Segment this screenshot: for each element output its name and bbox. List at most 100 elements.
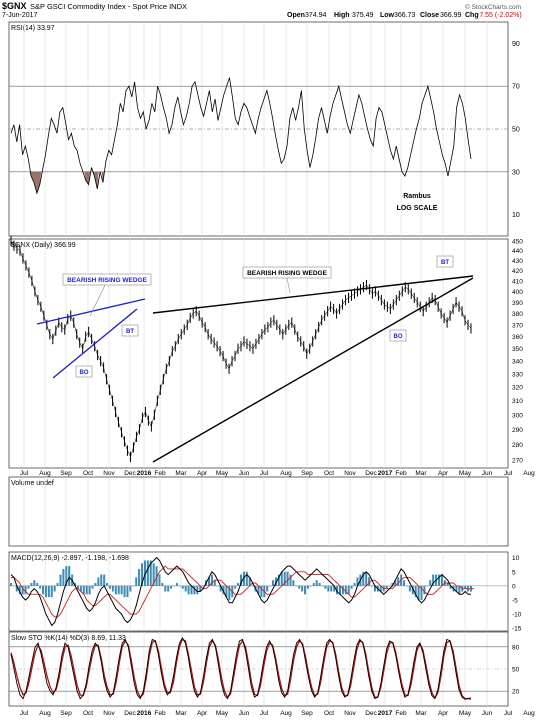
macd-hist-bar-110 — [330, 585, 333, 592]
big-wedge-lower-line — [152, 277, 474, 463]
x-tick-sto-6: 2016 — [137, 710, 152, 717]
macd-hist-bar-147 — [437, 574, 440, 586]
macd-hist-bar-99 — [298, 585, 301, 589]
small-wedge-upper-line — [36, 298, 146, 325]
x-tick-sto-3: Oct — [83, 710, 93, 717]
x-tick-price-2: Sep — [60, 470, 72, 477]
macd-hist-bar-118 — [353, 583, 356, 586]
rsi-oversold-fill-7 — [29, 171, 42, 194]
panel-title-sto: Slow STO %K(14) %D(3) 8.69, 11.33 — [11, 635, 126, 642]
open-value: 374.94 — [305, 12, 327, 19]
date-label: 7-Jun-2017 — [2, 12, 38, 19]
macd-hist-bar-73 — [222, 585, 225, 595]
macd-hist-bar-0 — [10, 583, 12, 586]
high-value: 375.49 — [352, 12, 374, 19]
macd-y-tick-5: 10 — [512, 555, 520, 562]
macd-hist-bar-11 — [42, 585, 45, 595]
macd-hist-bar-47 — [146, 560, 149, 586]
macd-hist-bar-26 — [85, 585, 88, 595]
x-tick-price-23: Jun — [482, 470, 493, 477]
x-tick-price-1: Aug — [39, 470, 51, 477]
macd-hist-bar-93 — [280, 571, 283, 586]
macd-hist-bar-5 — [24, 585, 27, 595]
price-y-tick-14: 410 — [512, 278, 523, 285]
price-line — [10, 240, 472, 458]
x-tick-sto-19: Feb — [395, 710, 407, 717]
x-tick-sto-18: 2017 — [378, 710, 393, 717]
macd-hist-bar-68 — [207, 577, 210, 586]
macd-hist-bar-50 — [155, 566, 158, 586]
small-wedge-lower-line — [52, 308, 138, 379]
macd-hist-bar-62 — [190, 585, 193, 595]
sto-y-tick-0: 20 — [512, 689, 520, 696]
x-tick-sto-15: Oct — [324, 710, 334, 717]
x-tick-price-22: May — [459, 470, 472, 477]
x-tick-price-9: Apr — [197, 470, 208, 477]
macd-hist-bar-101 — [304, 585, 307, 595]
macd-hist-bar-69 — [210, 574, 213, 586]
x-tick-price-13: Aug — [280, 470, 292, 477]
big-wedge-label-pointer — [286, 277, 291, 294]
macd-hist-bar-41 — [129, 585, 132, 592]
rsi-y-tick-3: 70 — [512, 84, 520, 91]
low-label: Low — [380, 12, 395, 19]
macd-hist-bar-55 — [170, 585, 173, 589]
macd-hist-bar-150 — [446, 583, 449, 586]
panel-frame-price — [8, 238, 509, 469]
sto-y-tick-2: 80 — [512, 644, 520, 651]
macd-hist-bar-138 — [411, 585, 414, 595]
macd-hist-bar-129 — [385, 585, 388, 589]
macd-y-tick-0: -15 — [512, 626, 522, 633]
macd-hist-bar-45 — [141, 563, 144, 586]
macd-hist-bar-148 — [440, 574, 443, 586]
macd-hist-bar-144 — [429, 580, 432, 586]
x-tick-price-16: Nov — [344, 470, 356, 477]
macd-hist-bar-122 — [365, 571, 368, 586]
macd-hist-bar-77 — [234, 585, 237, 589]
macd-hist-bar-107 — [321, 585, 324, 587]
small-wedge-label: BEARISH RISING WEDGE — [67, 277, 147, 284]
macd-hist-bar-44 — [138, 568, 141, 586]
panel-title-vol: Volume undef — [11, 480, 54, 487]
macd-hist-bar-143 — [426, 585, 429, 587]
macd-hist-bar-59 — [181, 585, 184, 589]
macd-hist-bar-116 — [347, 585, 350, 595]
macd-hist-bar-33 — [106, 583, 109, 586]
small-wedge-label-box — [62, 273, 152, 286]
big-bt-label-box — [436, 255, 454, 268]
macd-hist-bar-10 — [39, 585, 42, 589]
rsi-oversold-fill-29 — [92, 171, 99, 189]
macd-hist-bar-46 — [143, 560, 146, 586]
x-tick-sto-21: Apr — [438, 710, 449, 717]
big-bo-label-box — [389, 329, 407, 342]
macd-hist-bar-97 — [292, 580, 295, 586]
symbol-label: $GNX — [2, 1, 27, 11]
macd-hist-bar-94 — [283, 571, 286, 586]
macd-hist-bar-154 — [458, 585, 461, 595]
rsi-y-tick-2: 50 — [512, 127, 520, 134]
x-tick-sto-22: May — [459, 710, 472, 717]
macd-hist-bar-121 — [362, 571, 365, 586]
macd-hist-bar-53 — [164, 585, 167, 592]
x-tick-price-12: Jul — [260, 470, 269, 477]
macd-hist-bar-98 — [295, 585, 298, 587]
macd-hist-bar-16 — [56, 583, 59, 586]
macd-hist-bar-114 — [341, 585, 344, 595]
macd-hist-bar-90 — [272, 580, 275, 586]
macd-hist-bar-70 — [213, 580, 216, 586]
macd-hist-bar-135 — [403, 580, 406, 586]
macd-hist-bar-156 — [464, 585, 467, 589]
macd-hist-bar-17 — [59, 574, 62, 586]
macd-hist-bar-142 — [423, 585, 426, 595]
macd-hist-bar-140 — [417, 585, 420, 600]
macd-line — [10, 556, 471, 627]
macd-hist-bar-91 — [274, 577, 277, 586]
macd-hist-bar-9 — [36, 583, 39, 586]
open-label: Open — [287, 12, 305, 19]
macd-hist-bar-71 — [216, 585, 219, 587]
macd-hist-bar-12 — [44, 585, 47, 598]
x-tick-price-14: Sep — [301, 470, 313, 477]
macd-hist-bar-124 — [371, 585, 374, 587]
macd-hist-bar-39 — [123, 585, 126, 598]
